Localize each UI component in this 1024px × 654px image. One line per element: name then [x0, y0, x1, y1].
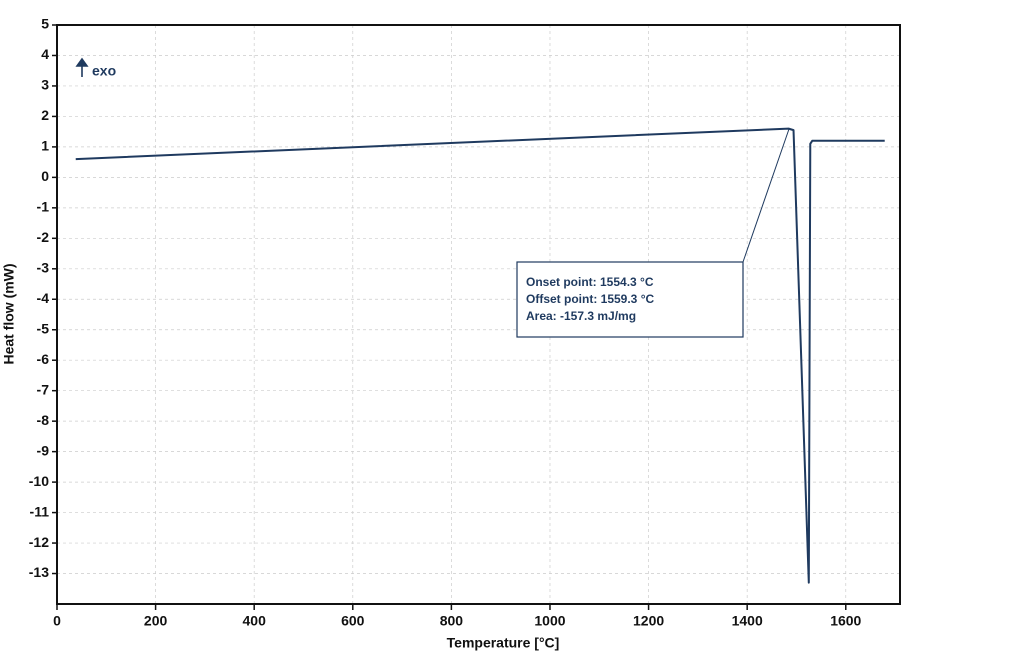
data-line: [75, 127, 885, 584]
y-tick-label: -7: [37, 381, 50, 397]
x-tick-label: 1400: [732, 613, 763, 629]
y-tick-label: -13: [29, 564, 49, 580]
x-axis-label: Temperature [°C]: [447, 635, 560, 651]
annotation: Onset point: 1554.3 °C: [526, 275, 654, 289]
y-tick-label: -2: [37, 229, 50, 245]
callout-line: [742, 128, 790, 263]
plot-frame: [56, 24, 901, 605]
y-tick-label: -8: [37, 412, 50, 428]
y-axis-label: Heat flow (mW): [1, 263, 17, 364]
x-tick-label: 1200: [633, 613, 664, 629]
y-tick-label: -10: [29, 473, 49, 489]
y-tick-label: -1: [37, 199, 50, 215]
y-tick-label: -5: [37, 320, 50, 336]
y-tick-label: -11: [30, 503, 50, 519]
y-tick-label: -4: [37, 290, 50, 306]
x-tick-label: 1000: [534, 613, 565, 629]
annotation: Offset point: 1559.3 °C: [526, 292, 654, 306]
x-tick-label: 200: [144, 613, 168, 629]
annotation: Area: -157.3 mJ/mg: [526, 309, 636, 323]
y-tick-label: -12: [29, 534, 49, 550]
x-tick-label: 600: [341, 613, 365, 629]
x-tick-label: 1600: [830, 613, 861, 629]
callout-box: [516, 261, 744, 338]
y-tick-label: -9: [37, 442, 50, 458]
y-tick-label: 4: [41, 46, 49, 62]
y-tick-label: -6: [37, 351, 50, 367]
y-tick-label: 2: [41, 107, 49, 123]
grid: [56, 24, 900, 604]
exo-arrow: [75, 57, 89, 77]
x-tick-label: 400: [243, 613, 267, 629]
y-tick-label: -3: [37, 259, 50, 275]
y-tick-label: 3: [41, 77, 49, 93]
y-tick-label: 1: [41, 138, 49, 154]
y-tick-label: 0: [41, 168, 49, 184]
exo-label: exo: [92, 63, 116, 79]
x-tick-label: 800: [440, 613, 464, 629]
x-tick-label: 0: [53, 613, 61, 629]
y-tick-label: 5: [41, 16, 49, 32]
